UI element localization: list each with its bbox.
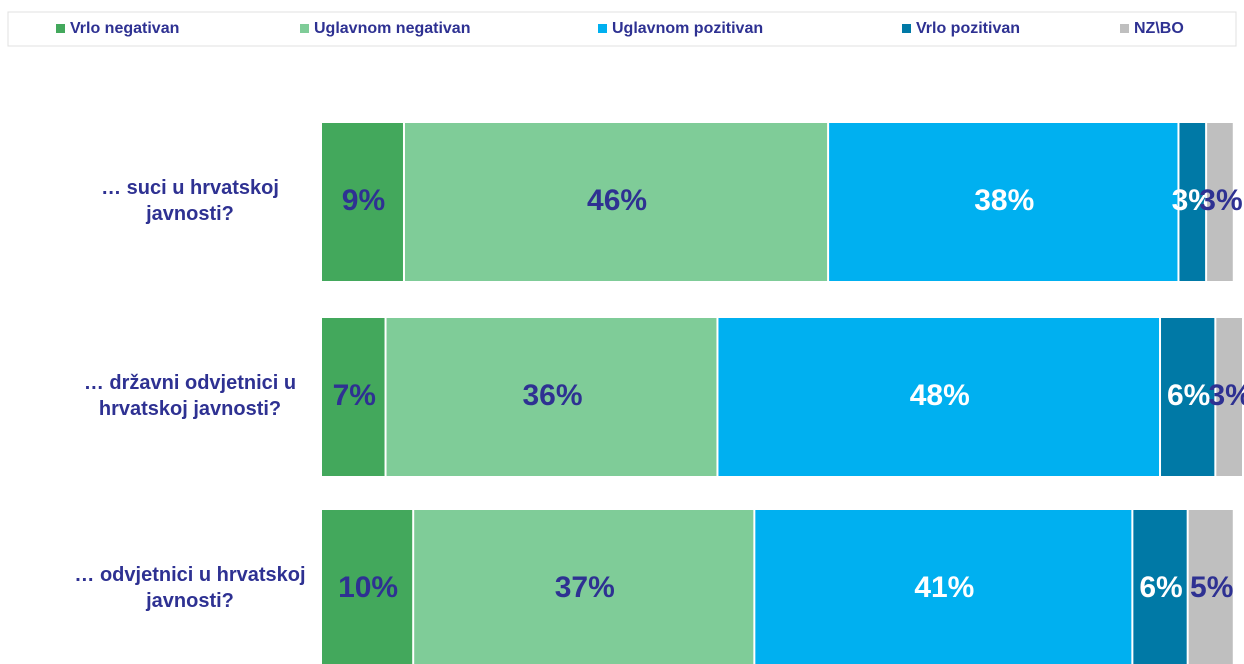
value-label: 48% bbox=[910, 379, 970, 412]
bar-segment bbox=[1179, 123, 1206, 281]
legend-label: Uglavnom pozitivan bbox=[612, 20, 763, 37]
legend-marker bbox=[902, 24, 911, 33]
category-label: … državni odvjetnici u hrvatskoj javnosti… bbox=[84, 372, 296, 420]
legend-box bbox=[7, 11, 1237, 47]
category-label: … suci u hrvatskoj javnosti? bbox=[101, 177, 279, 225]
legend-label: Vrlo negativan bbox=[70, 20, 179, 37]
bar-segment bbox=[1133, 510, 1187, 664]
bar-segment bbox=[755, 510, 1132, 664]
value-label: 41% bbox=[914, 571, 974, 604]
bar-segment bbox=[829, 123, 1178, 281]
legend-label: NZ\BO bbox=[1134, 20, 1184, 37]
value-label: 7% bbox=[333, 379, 376, 412]
value-label: 9% bbox=[342, 184, 385, 217]
value-label: 3% bbox=[1199, 184, 1242, 217]
bar-segment bbox=[1161, 318, 1215, 476]
legend-label: Uglavnom negativan bbox=[314, 20, 470, 37]
value-label: 5% bbox=[1190, 571, 1233, 604]
category-label: … odvjetnici u hrvatskoj javnosti? bbox=[74, 564, 305, 612]
value-label: 37% bbox=[555, 571, 615, 604]
bar-segment bbox=[322, 123, 403, 281]
bar-segment bbox=[1216, 318, 1242, 476]
bar-segment bbox=[386, 318, 717, 476]
bar-segment bbox=[1207, 123, 1233, 281]
value-label: 10% bbox=[338, 571, 398, 604]
bar-segment bbox=[718, 318, 1160, 476]
legend-label: Vrlo pozitivan bbox=[916, 20, 1020, 37]
bar-segment bbox=[1188, 510, 1233, 664]
legend-marker bbox=[56, 24, 65, 33]
value-label: 6% bbox=[1139, 571, 1182, 604]
legend-marker bbox=[1120, 24, 1129, 33]
value-label: 3% bbox=[1208, 379, 1244, 412]
value-label: 36% bbox=[522, 379, 582, 412]
value-label: 6% bbox=[1167, 379, 1210, 412]
value-label: 38% bbox=[974, 184, 1034, 217]
bar-segment bbox=[414, 510, 754, 664]
value-label: 46% bbox=[587, 184, 647, 217]
bar-segment bbox=[322, 510, 413, 664]
legend-marker bbox=[300, 24, 309, 33]
legend-marker bbox=[598, 24, 607, 33]
bar-segment bbox=[322, 318, 385, 476]
bar-segment bbox=[404, 123, 828, 281]
